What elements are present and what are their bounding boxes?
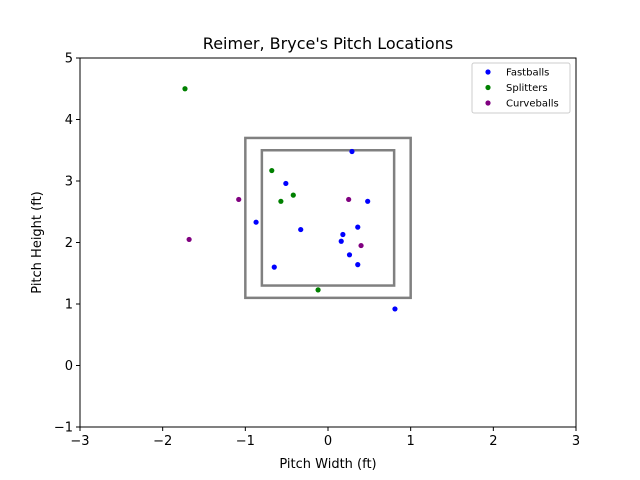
y-tick-label: 1 [65,298,73,313]
fastballs-point [298,226,304,233]
x-tick-label: −3 [70,434,89,449]
data-points [182,86,398,312]
curveballs-point [186,236,192,243]
fastballs-point [271,264,277,270]
x-tick-label: −1 [236,434,255,449]
x-tick-label: 1 [407,434,415,449]
x-tick-label: 2 [489,434,497,449]
y-axis-ticks: −1 0 1 2 3 4 5 [54,52,80,436]
y-tick-label: 3 [65,175,73,190]
outer-strike-zone [244,136,412,300]
splitters-legend-label: Splitters [506,83,548,94]
legend-box [471,62,571,114]
fastballs-point [392,306,398,312]
splitters-point [290,192,296,198]
x-tick-label: −2 [153,434,172,449]
y-tick-label: 5 [65,52,73,67]
y-tick-label: −1 [54,421,73,436]
x-axis-ticks: −3 −2 −1 0 1 2 3 [70,427,580,449]
x-tick-label: 0 [324,434,332,449]
curveballs-point [358,242,364,249]
fastballs-legend-label: Fastballs [506,68,549,79]
chart-title: Reimer, Bryce's Pitch Locations [203,34,453,53]
splitters-legend-marker [485,84,491,91]
legend: Fastballs Splitters Curveballs [471,62,571,114]
inner-strike-zone [260,149,396,287]
fastballs-point [355,262,361,268]
fastballs-point [355,224,361,230]
y-tick-label: 4 [65,113,73,128]
y-tick-label: 0 [65,359,73,374]
x-tick-label: 3 [572,434,580,449]
y-tick-label: 2 [65,236,73,251]
fastballs-point [346,252,353,258]
fastballs-point [340,231,346,238]
fastballs-point [338,238,344,244]
strike-zones [244,136,412,300]
curveballs-point [346,196,352,203]
fastballs-point [253,219,259,225]
fastballs-point [349,148,355,155]
y-axis-label: Pitch Height (ft) [30,191,45,293]
splitters-point [278,198,284,204]
x-axis-label: Pitch Width (ft) [279,457,376,472]
fastballs-point [283,180,289,187]
curveballs-legend-label: Curveballs [506,99,559,110]
fastballs-legend-marker [485,69,491,75]
splitters-point [269,167,275,174]
splitters-point [315,287,321,293]
fastballs-point [365,198,371,204]
curveballs-legend-marker [485,100,491,106]
splitters-point [182,86,188,92]
curveballs-point [236,196,242,203]
